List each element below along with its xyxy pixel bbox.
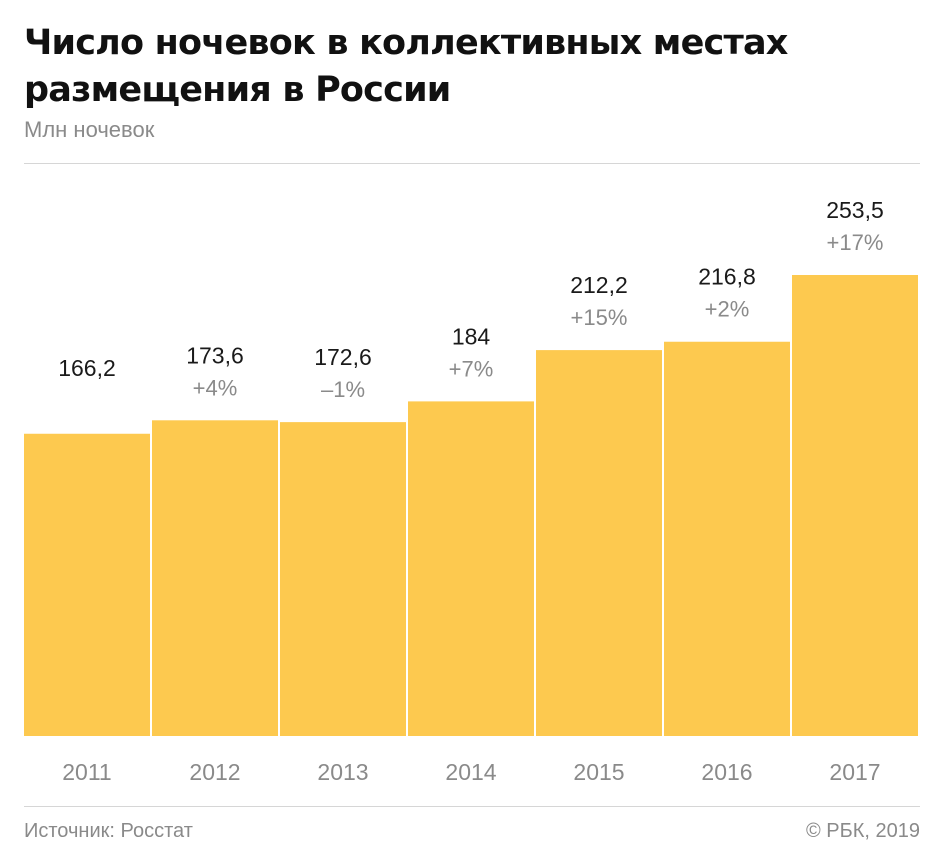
copyright-label: © РБК, 2019 <box>805 820 920 842</box>
x-tick-2014: 2014 <box>445 759 496 785</box>
bar-2017 <box>792 275 918 736</box>
chart-subtitle: Млн ночевок <box>24 117 155 142</box>
chart-title: Число ночевок в коллективных местах разм… <box>24 20 924 114</box>
chart-title-line-1: Число ночевок в коллективных местах <box>24 23 788 63</box>
x-tick-2016: 2016 <box>701 759 752 785</box>
value-label-2012: 173,6 <box>186 342 244 368</box>
bar-2016 <box>664 341 790 736</box>
change-label-2017: +17% <box>827 230 884 255</box>
change-label-2013: –1% <box>321 377 365 402</box>
value-label-2015: 212,2 <box>570 272 628 298</box>
x-tick-2012: 2012 <box>189 759 240 785</box>
change-label-2014: +7% <box>449 356 494 381</box>
top-divider <box>24 163 920 164</box>
change-label-2016: +2% <box>705 297 750 322</box>
value-label-2014: 184 <box>452 323 491 349</box>
x-tick-2011: 2011 <box>62 759 111 785</box>
value-label-2011: 166,2 <box>58 355 116 381</box>
value-label-2017: 253,5 <box>826 197 884 223</box>
x-tick-2015: 2015 <box>573 759 624 785</box>
bar-2015 <box>536 350 662 736</box>
value-label-2016: 216,8 <box>698 264 756 290</box>
bar-2012 <box>152 420 278 736</box>
x-tick-2017: 2017 <box>829 759 880 785</box>
bar-2013 <box>280 422 406 736</box>
bar-2014 <box>408 401 534 736</box>
change-label-2012: +4% <box>193 375 238 400</box>
bar-2011 <box>24 433 150 736</box>
chart-title-line-2: размещения в России <box>24 70 451 110</box>
source-label: Источник: Росстат <box>24 820 193 842</box>
value-label-2013: 172,6 <box>314 344 372 370</box>
x-tick-2013: 2013 <box>317 759 368 785</box>
change-label-2015: +15% <box>571 305 628 330</box>
bottom-divider <box>24 806 920 807</box>
